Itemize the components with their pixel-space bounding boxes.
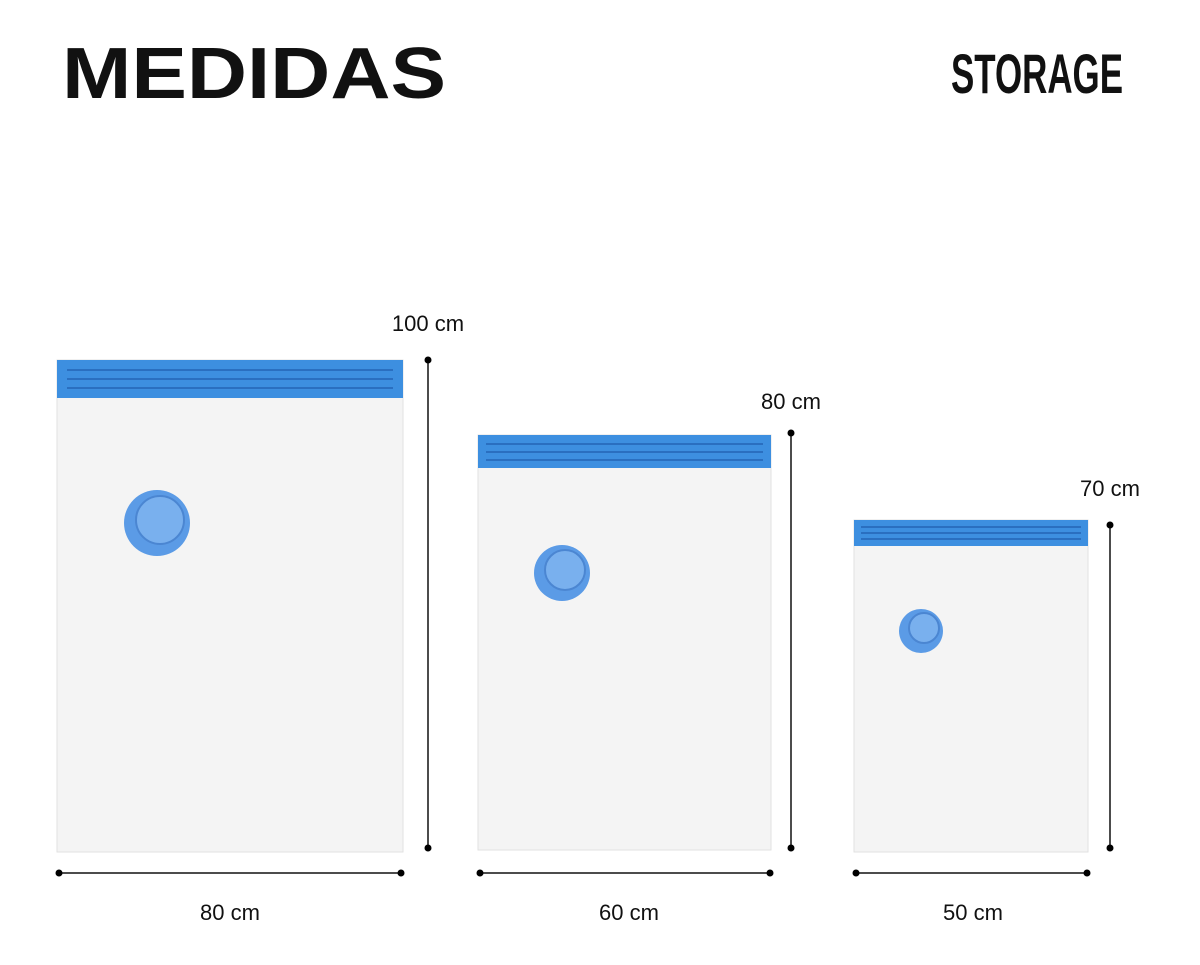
bag [477, 434, 772, 851]
height-label: 80 cm [761, 389, 821, 414]
valve-cap [908, 612, 940, 644]
dot [1106, 521, 1114, 529]
dot [787, 844, 795, 852]
dot [424, 844, 432, 852]
dot [55, 869, 63, 877]
dot [476, 869, 484, 877]
title: MEDIDAS [62, 34, 446, 114]
height-label: 70 cm [1080, 476, 1140, 501]
brand: STORAGE [951, 42, 1123, 105]
height-label: 100 cm [392, 311, 464, 336]
bag [56, 359, 404, 853]
bag-body [853, 519, 1089, 853]
dot [852, 869, 860, 877]
dot [397, 869, 405, 877]
bag-body [56, 359, 404, 853]
width-label: 80 cm [200, 900, 260, 925]
bag [853, 519, 1089, 853]
dot [787, 429, 795, 437]
dot [766, 869, 774, 877]
valve-cap [135, 495, 185, 545]
bag-body [477, 434, 772, 851]
width-label: 60 cm [599, 900, 659, 925]
dot [1106, 844, 1114, 852]
dot [1083, 869, 1091, 877]
width-label: 50 cm [943, 900, 1003, 925]
dot [424, 356, 432, 364]
valve-cap [544, 549, 586, 591]
